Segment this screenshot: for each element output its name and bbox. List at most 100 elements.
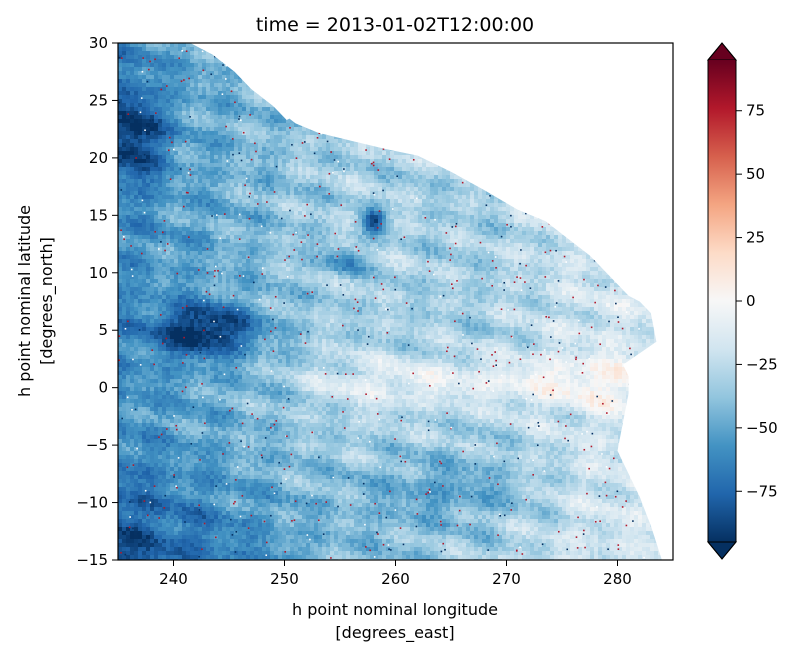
- heatmap-cell: [182, 111, 186, 115]
- heatmap-cell: [234, 179, 238, 183]
- heatmap-cell: [154, 47, 158, 51]
- heatmap-cell: [118, 91, 122, 95]
- heatmap-cell: [214, 119, 218, 123]
- heatmap-cell: [230, 179, 234, 183]
- heatmap-cell: [182, 71, 186, 75]
- heatmap-cell: [190, 147, 194, 151]
- heatmap-cell: [266, 131, 270, 135]
- heatmap-cell: [246, 95, 250, 99]
- heatmap-cell: [194, 91, 198, 95]
- heatmap-cell: [146, 91, 150, 95]
- heatmap-cell: [182, 59, 186, 63]
- heatmap-cell: [406, 175, 410, 179]
- heatmap-cell: [402, 159, 406, 163]
- heatmap-cell: [118, 179, 122, 183]
- heatmap-cell: [398, 183, 402, 187]
- heatmap-cell: [134, 107, 138, 111]
- heatmap-cell: [130, 55, 134, 59]
- heatmap-cell: [354, 171, 358, 175]
- heatmap-cell: [178, 51, 182, 55]
- heatmap-cell: [194, 51, 198, 55]
- heatmap-cell: [130, 67, 134, 71]
- heatmap-cell: [166, 63, 170, 67]
- heatmap-cell: [158, 79, 162, 83]
- heatmap-cell: [374, 179, 378, 183]
- heatmap-cell: [378, 179, 382, 183]
- heatmap-cell: [162, 143, 166, 147]
- heatmap-cell: [222, 107, 226, 111]
- heatmap-cell: [158, 163, 162, 167]
- heatmap-cell: [174, 131, 178, 135]
- heatmap-cell: [274, 131, 278, 135]
- heatmap-cell: [170, 103, 174, 107]
- heatmap-cell: [310, 167, 314, 171]
- heatmap-cell: [142, 175, 146, 179]
- heatmap-cell: [178, 111, 182, 115]
- heatmap-cell: [186, 159, 190, 163]
- heatmap-cell: [226, 151, 230, 155]
- heatmap-cell: [194, 83, 198, 87]
- heatmap-cell: [238, 131, 242, 135]
- heatmap-cell: [426, 171, 430, 175]
- heatmap-cell: [294, 127, 298, 131]
- heatmap-cell: [346, 147, 350, 151]
- heatmap-cell: [438, 183, 442, 187]
- heatmap-cell: [278, 147, 282, 151]
- heatmap-cell: [342, 143, 346, 147]
- heatmap-cell: [206, 175, 210, 179]
- heatmap-cell: [170, 95, 174, 99]
- heatmap-cell: [202, 167, 206, 171]
- heatmap-cell: [334, 175, 338, 179]
- heatmap-cell: [166, 91, 170, 95]
- heatmap-cell: [394, 179, 398, 183]
- heatmap-cell: [118, 79, 122, 83]
- heatmap-cell: [190, 131, 194, 135]
- heatmap-cell: [242, 167, 246, 171]
- heatmap-cell: [250, 99, 254, 103]
- heatmap-cell: [430, 175, 434, 179]
- heatmap-cell: [250, 163, 254, 167]
- heatmap-cell: [270, 151, 274, 155]
- heatmap-cell: [134, 55, 138, 59]
- heatmap-cell: [142, 155, 146, 159]
- heatmap-cell: [138, 155, 142, 159]
- heatmap-cell: [438, 171, 442, 175]
- heatmap-cell: [122, 127, 126, 131]
- heatmap-cell: [234, 171, 238, 175]
- heatmap-cell: [198, 83, 202, 87]
- heatmap-cell: [410, 171, 414, 175]
- heatmap-cell: [186, 155, 190, 159]
- heatmap-cell: [162, 135, 166, 139]
- heatmap-cell: [130, 91, 134, 95]
- heatmap-cell: [206, 127, 210, 131]
- heatmap-cell: [354, 167, 358, 171]
- heatmap-cell: [142, 183, 146, 187]
- heatmap-cell: [122, 79, 126, 83]
- heatmap-cell: [314, 171, 318, 175]
- heatmap-cell: [286, 179, 290, 183]
- heatmap-cell: [218, 119, 222, 123]
- heatmap-cell: [206, 111, 210, 115]
- heatmap-cell: [294, 147, 298, 151]
- heatmap-cell: [158, 67, 162, 71]
- heatmap-cell: [246, 171, 250, 175]
- heatmap-cell: [306, 143, 310, 147]
- heatmap-cell: [446, 179, 450, 183]
- heatmap-cell: [150, 163, 154, 167]
- heatmap-cell: [290, 131, 294, 135]
- heatmap-cell: [270, 131, 274, 135]
- heatmap-cell: [138, 115, 142, 119]
- heatmap-cell: [294, 179, 298, 183]
- heatmap-cell: [226, 167, 230, 171]
- heatmap-cell: [230, 183, 234, 187]
- heatmap-cell: [178, 103, 182, 107]
- heatmap-cell: [126, 87, 130, 91]
- heatmap-cell: [194, 119, 198, 123]
- heatmap-cell: [226, 139, 230, 143]
- heatmap-cell: [206, 107, 210, 111]
- heatmap-cell: [246, 139, 250, 143]
- heatmap-cell: [158, 171, 162, 175]
- heatmap-cell: [266, 107, 270, 111]
- heatmap-cell: [202, 115, 206, 119]
- heatmap-cell: [162, 167, 166, 171]
